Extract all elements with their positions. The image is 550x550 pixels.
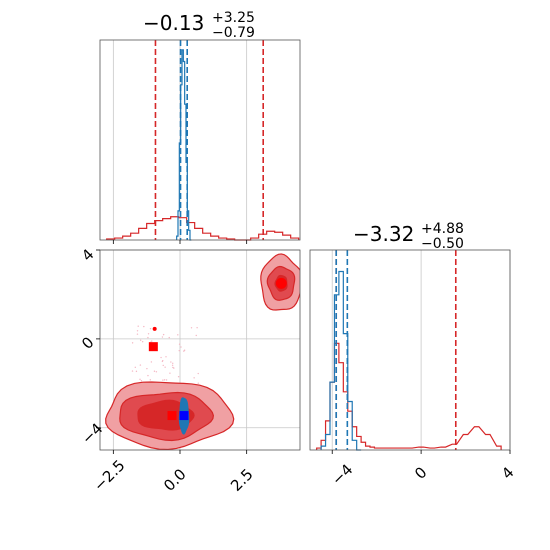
- panel-3-xtick-label-1: 0.0: [160, 465, 190, 495]
- scatter-point: [150, 361, 153, 363]
- scatter-point: [173, 367, 175, 369]
- panel-1-frame: [99, 39, 301, 241]
- histogram-panel-param-1: −0.13 +3.25 −0.79: [99, 10, 301, 244]
- panel-2-frame: [309, 249, 511, 451]
- panel-3-markers: [148, 277, 287, 421]
- marker-dot-4: [152, 326, 157, 331]
- panel-1-title-lower-error: −0.79: [212, 25, 255, 41]
- scatter-point: [165, 379, 168, 381]
- scatter-point: [139, 339, 142, 341]
- panel-1-hist-series-1: [176, 49, 192, 241]
- panel-3-xtick-label-2: 2.5: [227, 465, 257, 495]
- panel-3-ytick-label-2: −4: [78, 419, 106, 447]
- panel-3-frame: [99, 249, 301, 451]
- scatter-point: [177, 375, 180, 378]
- scatter-point: [134, 366, 137, 369]
- scatter-point: [180, 346, 182, 348]
- panel-1-title-value: −0.13: [143, 11, 204, 35]
- panel-3-xtick-label-0: −2.5: [90, 456, 128, 494]
- panel-2-xtick-label-1: 0: [411, 463, 430, 482]
- scatter-point: [162, 333, 165, 336]
- scatter-point: [168, 336, 170, 339]
- scatter-point: [162, 379, 164, 381]
- panel-1-title-upper-error: +3.25: [212, 10, 255, 26]
- scatter-point: [177, 334, 179, 336]
- scatter-point: [137, 325, 139, 327]
- scatter-point: [171, 364, 174, 366]
- scatter-point: [190, 327, 193, 329]
- scatter-point: [131, 342, 134, 344]
- panel-3-contours: [105, 253, 300, 450]
- scatter-point: [149, 379, 152, 381]
- scatter-point: [195, 334, 197, 337]
- scatter-point: [135, 370, 138, 373]
- panel-1-series: [106, 40, 300, 241]
- scatter-point: [140, 380, 143, 382]
- panel-2-xtick-label-2: 4: [498, 463, 517, 482]
- panel-3-ticks: [96, 249, 248, 454]
- panel-1-ticks: [112, 240, 248, 244]
- scatter-point: [147, 333, 150, 335]
- histogram-panel-param-2: −3.32 +4.88 −0.50 −4 0 4: [309, 221, 518, 489]
- panel-1-hist-series-0: [106, 216, 300, 241]
- scatter-point: [155, 371, 158, 373]
- panel-2-title-lower-error: −0.50: [421, 236, 464, 252]
- scatter-point: [193, 377, 195, 379]
- scatter-point: [131, 370, 134, 372]
- marker-square-0: [148, 342, 158, 352]
- panel-3-ytick-label-0: 4: [78, 245, 97, 264]
- scatter-point: [160, 356, 162, 359]
- scatter-point: [178, 343, 181, 345]
- joint-contour-panel: −2.5 0.0 2.5 4 0 −4: [78, 245, 301, 495]
- scatter-point: [197, 382, 199, 384]
- scatter-point: [139, 378, 141, 381]
- scatter-point: [165, 356, 167, 358]
- scatter-point: [147, 336, 149, 339]
- panel-3-ytick-label-1: 0: [78, 333, 97, 352]
- scatter-point: [161, 336, 164, 338]
- scatter-point: [146, 367, 148, 370]
- scatter-point: [149, 327, 152, 330]
- scatter-point: [183, 350, 185, 352]
- scatter-point: [151, 340, 153, 342]
- panel-2-title-upper-error: +4.88: [421, 221, 464, 237]
- scatter-point: [143, 325, 145, 328]
- panel-2-hist-series-1: [320, 270, 362, 451]
- scatter-point: [172, 362, 174, 365]
- scatter-point: [163, 379, 166, 381]
- scatter-point: [178, 349, 180, 352]
- panel-2-title-value: −3.32: [353, 222, 414, 246]
- scatter-point: [161, 360, 164, 363]
- scatter-point: [136, 333, 139, 335]
- scatter-point: [136, 330, 139, 332]
- scatter-point: [197, 372, 199, 375]
- scatter-point: [141, 341, 144, 343]
- panel-2-ticks: [331, 450, 511, 454]
- marker-square-1: [167, 411, 177, 421]
- scatter-point: [164, 366, 166, 368]
- scatter-point: [169, 372, 171, 374]
- marker-circle-3: [275, 277, 287, 289]
- scatter-point: [162, 364, 164, 367]
- scatter-point: [147, 374, 149, 377]
- scatter-point: [153, 370, 156, 372]
- panel-2-hist-series-0: [316, 342, 502, 450]
- panel-2-series: [316, 250, 502, 451]
- scatter-point: [196, 326, 198, 329]
- marker-square-2: [179, 411, 189, 421]
- scatter-point: [183, 349, 186, 351]
- scatter-point: [170, 361, 172, 363]
- panel-2-xtick-label-0: −4: [328, 460, 356, 488]
- panel-2-grid: [331, 250, 511, 450]
- scatter-point: [139, 364, 142, 366]
